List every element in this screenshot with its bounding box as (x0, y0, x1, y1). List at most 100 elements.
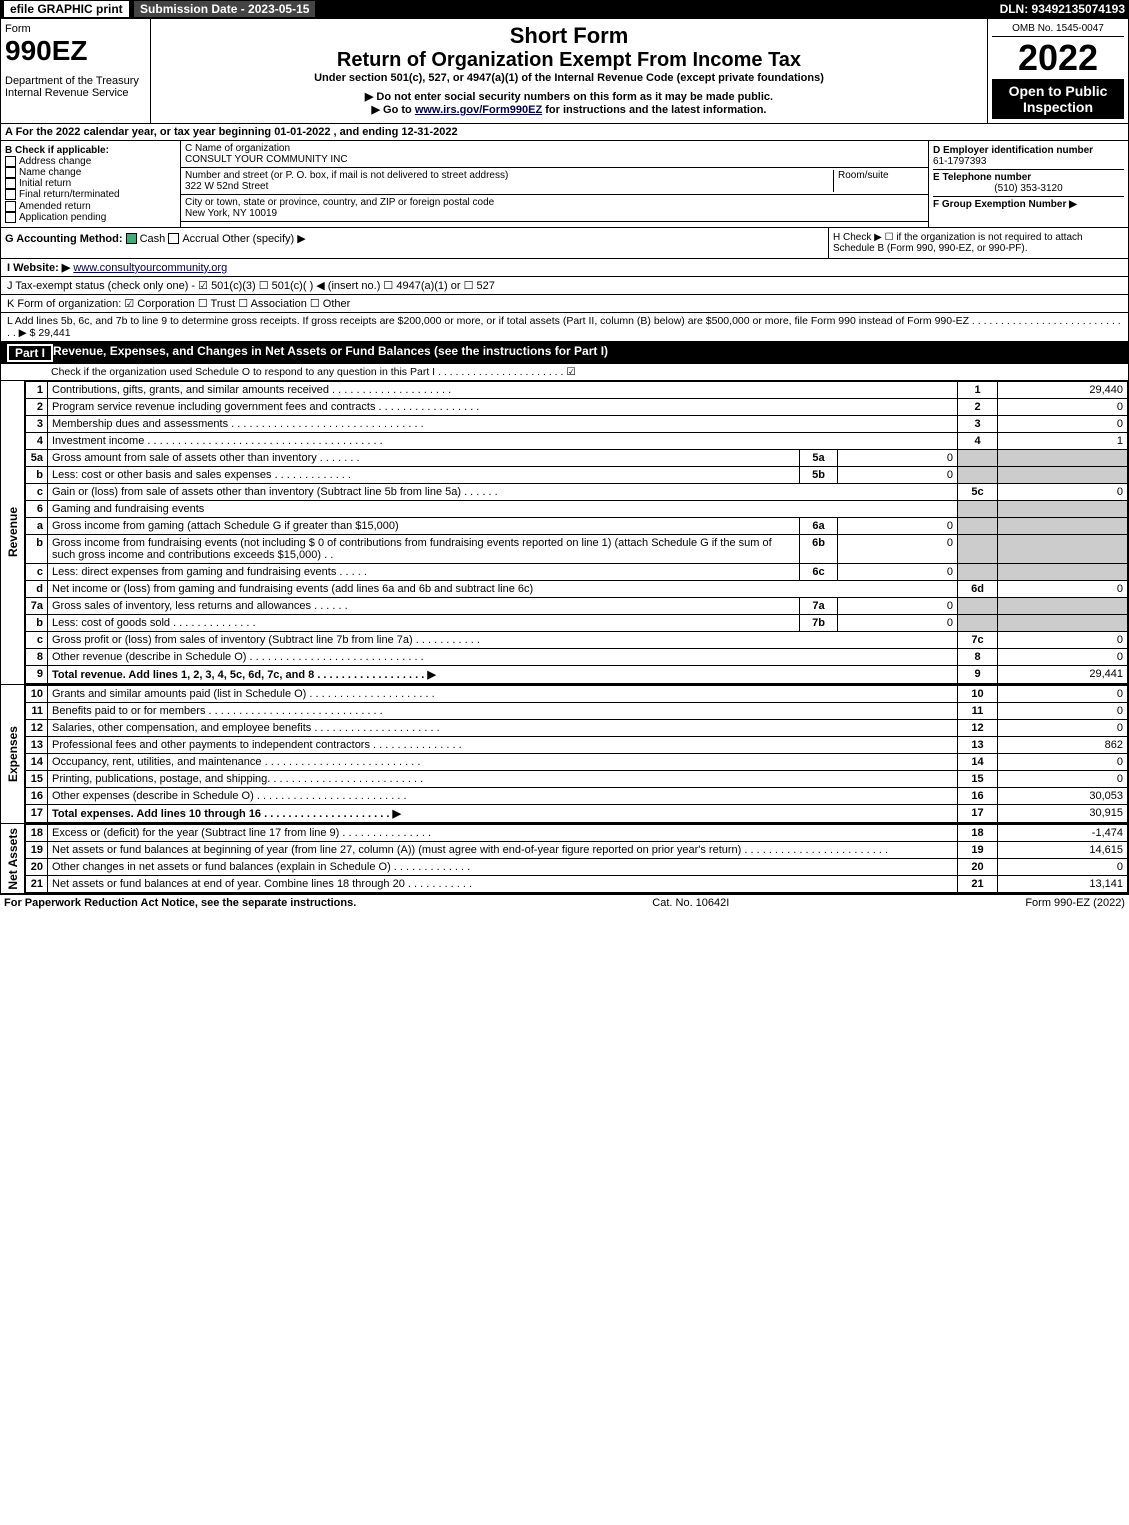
table-row: 13Professional fees and other payments t… (26, 736, 1128, 753)
line-description: Total expenses. Add lines 10 through 16 … (48, 804, 958, 822)
line-result-number: 4 (958, 432, 998, 449)
expenses-section: Expenses 10Grants and similar amounts pa… (0, 685, 1129, 824)
line-k: K Form of organization: ☑ Corporation ☐ … (0, 295, 1129, 313)
sub3-pre: ▶ Go to (372, 104, 415, 116)
subline-amount: 0 (838, 466, 958, 483)
section-d-e-f: D Employer identification number 61-1797… (928, 141, 1128, 227)
table-row: 16Other expenses (describe in Schedule O… (26, 787, 1128, 804)
dept-treasury: Department of the Treasury (5, 75, 146, 87)
telephone: (510) 353-3120 (933, 183, 1124, 194)
line-number: 10 (26, 685, 48, 702)
line-number: d (26, 580, 48, 597)
efile-label[interactable]: efile GRAPHIC print (4, 1, 129, 17)
cb-initial-return[interactable] (5, 178, 16, 189)
table-row: 15Printing, publications, postage, and s… (26, 770, 1128, 787)
footer-mid: Cat. No. 10642I (652, 897, 729, 909)
line-description: Salaries, other compensation, and employ… (48, 719, 958, 736)
website-link[interactable]: www.consultyourcommunity.org (73, 262, 227, 274)
irs-link[interactable]: www.irs.gov/Form990EZ (415, 104, 542, 116)
net-assets-table: 18Excess or (deficit) for the year (Subt… (25, 824, 1128, 893)
line-result-number: 6d (958, 580, 998, 597)
subline-number: 6c (800, 563, 838, 580)
omb-number: OMB No. 1545-0047 (992, 23, 1124, 37)
line-amount: 30,915 (998, 804, 1128, 822)
line-number: 11 (26, 702, 48, 719)
line-description: Gross profit or (loss) from sales of inv… (48, 631, 958, 648)
line-description: Contributions, gifts, grants, and simila… (48, 381, 958, 398)
form-header: Form 990EZ Department of the Treasury In… (0, 18, 1129, 124)
table-row: 5aGross amount from sale of assets other… (26, 449, 1128, 466)
title-return: Return of Organization Exempt From Incom… (155, 49, 983, 72)
line-result-number: 8 (958, 648, 998, 665)
line-number: 1 (26, 381, 48, 398)
cb-address-change[interactable] (5, 156, 16, 167)
line-description: Other expenses (describe in Schedule O) … (48, 787, 958, 804)
line-result-number: 1 (958, 381, 998, 398)
cb-accrual[interactable] (168, 233, 179, 244)
line-description: Investment income . . . . . . . . . . . … (48, 432, 958, 449)
table-row: dNet income or (loss) from gaming and fu… (26, 580, 1128, 597)
line-number: 4 (26, 432, 48, 449)
line-description: Less: direct expenses from gaming and fu… (48, 563, 800, 580)
line-amount: 0 (998, 631, 1128, 648)
line-nb-shade (958, 500, 998, 517)
line-description: Other changes in net assets or fund bala… (48, 858, 958, 875)
line-amount: 0 (998, 483, 1128, 500)
line-number: 17 (26, 804, 48, 822)
line-result-number: 5c (958, 483, 998, 500)
table-row: 12Salaries, other compensation, and empl… (26, 719, 1128, 736)
line-number: b (26, 534, 48, 563)
table-row: bLess: cost of goods sold . . . . . . . … (26, 614, 1128, 631)
line-number: 6 (26, 500, 48, 517)
line-nb-shade (958, 449, 998, 466)
line-amount: 0 (998, 398, 1128, 415)
opt-other: Other (specify) ▶ (222, 233, 306, 245)
line-amount: 0 (998, 685, 1128, 702)
line-amount: 0 (998, 719, 1128, 736)
table-row: 2Program service revenue including gover… (26, 398, 1128, 415)
cb-final-return[interactable] (5, 189, 16, 200)
line-i: I Website: ▶ www.consultyourcommunity.or… (0, 259, 1129, 277)
line-result-number: 11 (958, 702, 998, 719)
line-a: A For the 2022 calendar year, or tax yea… (0, 124, 1129, 141)
line-result-number: 9 (958, 665, 998, 683)
line-amount: 0 (998, 415, 1128, 432)
year-block: OMB No. 1545-0047 2022 Open to Public In… (988, 19, 1128, 123)
cb-amended-return[interactable] (5, 201, 16, 212)
table-row: 19Net assets or fund balances at beginni… (26, 841, 1128, 858)
line-result-number: 2 (958, 398, 998, 415)
cb-application-pending[interactable] (5, 212, 16, 223)
line-number: 12 (26, 719, 48, 736)
cb-cash[interactable] (126, 233, 137, 244)
section-b-c-d: B Check if applicable: Address change Na… (0, 141, 1129, 228)
line-result-number: 20 (958, 858, 998, 875)
line-result-number: 16 (958, 787, 998, 804)
table-row: cGain or (loss) from sale of assets othe… (26, 483, 1128, 500)
line-l: L Add lines 5b, 6c, and 7b to line 9 to … (0, 313, 1129, 342)
subline-number: 7b (800, 614, 838, 631)
section-b: B Check if applicable: Address change Na… (1, 141, 181, 227)
line-nb-shade (958, 466, 998, 483)
line-result-number: 13 (958, 736, 998, 753)
i-label: I Website: ▶ (7, 262, 70, 274)
opt-initial-return: Initial return (19, 178, 71, 189)
footer-left: For Paperwork Reduction Act Notice, see … (4, 897, 356, 909)
table-row: 21Net assets or fund balances at end of … (26, 875, 1128, 892)
line-result-number: 3 (958, 415, 998, 432)
line-amount: 0 (998, 858, 1128, 875)
line-number: 21 (26, 875, 48, 892)
line-description: Gain or (loss) from sale of assets other… (48, 483, 958, 500)
org-street: 322 W 52nd Street (185, 181, 833, 192)
subline-amount: 0 (838, 517, 958, 534)
table-row: 8Other revenue (describe in Schedule O) … (26, 648, 1128, 665)
table-row: 6Gaming and fundraising events (26, 500, 1128, 517)
line-description: Less: cost of goods sold . . . . . . . .… (48, 614, 800, 631)
line-number: 2 (26, 398, 48, 415)
sub3-post: for instructions and the latest informat… (545, 104, 766, 116)
line-description: Program service revenue including govern… (48, 398, 958, 415)
line-nb-shade (958, 614, 998, 631)
cb-name-change[interactable] (5, 167, 16, 178)
line-number: 7a (26, 597, 48, 614)
title-short-form: Short Form (155, 23, 983, 49)
line-amount: 1 (998, 432, 1128, 449)
